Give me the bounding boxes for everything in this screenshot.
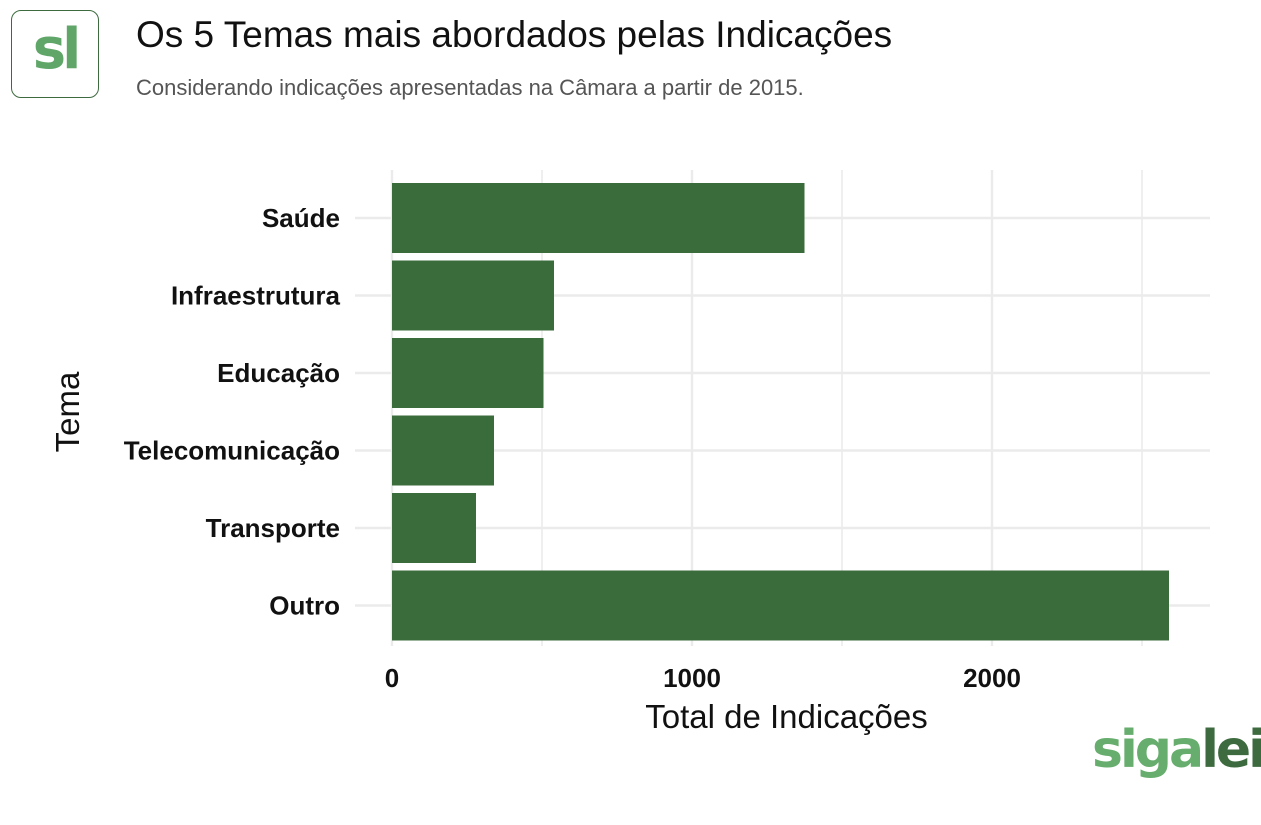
category-label: Infraestrutura bbox=[171, 281, 341, 311]
category-label: Transporte bbox=[206, 513, 340, 543]
category-label: Outro bbox=[269, 591, 340, 621]
chart-title: Os 5 Temas mais abordados pelas Indicaçõ… bbox=[136, 14, 893, 55]
x-axis-title: Total de Indicações bbox=[645, 698, 928, 735]
category-label: Educação bbox=[217, 358, 340, 388]
bar bbox=[392, 493, 476, 563]
sigalei-logo: sigalei bbox=[1092, 724, 1261, 776]
y-axis-title: Tema bbox=[49, 371, 86, 452]
bar bbox=[392, 260, 554, 331]
category-label: Telecomunicação bbox=[124, 436, 340, 466]
x-tick-label: 0 bbox=[385, 663, 399, 693]
brand-part1: siga bbox=[1092, 720, 1204, 780]
brand-part2: lei bbox=[1201, 720, 1261, 780]
sl-logo: sl bbox=[11, 10, 99, 98]
bar bbox=[392, 183, 805, 253]
logo-text: sl bbox=[32, 17, 81, 82]
bar bbox=[392, 570, 1169, 641]
category-label: Saúde bbox=[262, 203, 340, 233]
bar bbox=[392, 415, 494, 486]
chart-subtitle: Considerando indicações apresentadas na … bbox=[136, 75, 804, 100]
x-tick-label: 2000 bbox=[963, 663, 1021, 693]
x-tick-label: 1000 bbox=[663, 663, 721, 693]
bar bbox=[392, 338, 544, 408]
